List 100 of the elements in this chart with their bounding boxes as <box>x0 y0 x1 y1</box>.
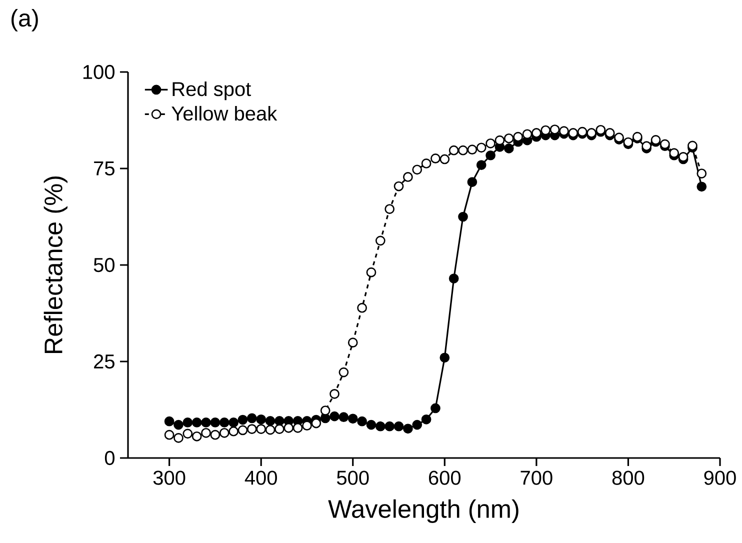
point <box>522 129 532 140</box>
point <box>550 124 560 134</box>
y-tick-label: 50 <box>94 258 114 272</box>
point <box>228 418 238 428</box>
point <box>174 432 184 443</box>
point <box>375 421 386 432</box>
point <box>348 338 358 348</box>
point <box>192 418 202 428</box>
x-axis-title: Wavelength (nm) <box>328 499 518 523</box>
point <box>504 143 514 154</box>
point <box>394 421 404 432</box>
point <box>265 424 276 435</box>
x-tick-label: 600 <box>428 470 461 485</box>
point <box>568 128 578 138</box>
point <box>320 406 330 416</box>
point <box>274 416 284 426</box>
point <box>164 416 174 426</box>
point <box>559 126 569 136</box>
point <box>311 418 322 428</box>
point <box>532 128 542 138</box>
point <box>357 416 367 426</box>
point <box>348 414 358 424</box>
point <box>246 413 257 424</box>
point <box>412 420 422 430</box>
point <box>504 133 514 144</box>
point <box>604 128 615 138</box>
point <box>338 412 349 422</box>
point <box>219 428 230 438</box>
point <box>421 158 432 168</box>
x-tick-label: 500 <box>336 470 369 485</box>
point <box>164 430 174 440</box>
point <box>696 168 707 178</box>
text: (a) <box>12 9 38 32</box>
point <box>384 421 395 432</box>
point <box>330 388 340 399</box>
point <box>274 424 284 434</box>
point <box>219 418 230 428</box>
point <box>513 132 524 142</box>
point <box>458 212 468 222</box>
point <box>228 426 238 436</box>
point <box>366 267 376 278</box>
point <box>201 428 211 438</box>
point <box>192 431 202 442</box>
point <box>357 302 367 313</box>
point <box>246 424 257 434</box>
point <box>403 424 413 434</box>
x-tick-label: 400 <box>244 470 277 485</box>
legend-label: Yellow beak <box>172 106 278 121</box>
y-tick-label: 100 <box>83 64 114 80</box>
point <box>430 403 440 414</box>
point <box>384 204 395 214</box>
point <box>375 236 386 246</box>
point <box>238 414 248 425</box>
legend-label: Red spot <box>172 81 252 100</box>
point <box>430 154 440 164</box>
point <box>458 145 468 156</box>
point <box>292 422 303 433</box>
point <box>256 414 266 424</box>
y-tick-label: 75 <box>94 162 114 176</box>
point <box>265 416 276 426</box>
point <box>210 430 220 440</box>
point <box>448 145 459 156</box>
point <box>210 418 220 428</box>
point <box>586 128 596 138</box>
point <box>486 150 496 160</box>
point <box>421 414 432 424</box>
point <box>476 142 486 153</box>
point <box>678 152 688 162</box>
point <box>696 182 707 192</box>
point <box>440 352 450 363</box>
point <box>669 148 680 158</box>
x-tick-label: 300 <box>153 470 186 485</box>
point <box>440 154 450 164</box>
y-axis-title: Reflectance (%) <box>44 176 68 354</box>
point <box>467 177 478 187</box>
point <box>476 160 486 170</box>
x-tick-label: 900 <box>704 470 736 485</box>
point <box>330 411 340 422</box>
point <box>201 418 211 428</box>
y-tick-label: 25 <box>94 354 114 369</box>
point <box>302 420 312 431</box>
point <box>412 164 422 175</box>
point <box>540 125 551 136</box>
point <box>338 367 349 378</box>
point <box>182 428 193 439</box>
point <box>486 138 496 148</box>
point <box>182 418 193 428</box>
y-tick-label: 0 <box>104 450 114 466</box>
x-tick-label: 700 <box>520 470 552 485</box>
x-tick-label: 800 <box>612 470 644 485</box>
point <box>256 424 266 434</box>
point <box>494 135 505 146</box>
point <box>366 420 376 430</box>
point <box>448 274 459 284</box>
point <box>238 425 248 436</box>
point <box>403 172 413 182</box>
point <box>394 181 404 192</box>
point <box>467 144 478 155</box>
point <box>284 422 294 433</box>
point <box>174 420 184 430</box>
